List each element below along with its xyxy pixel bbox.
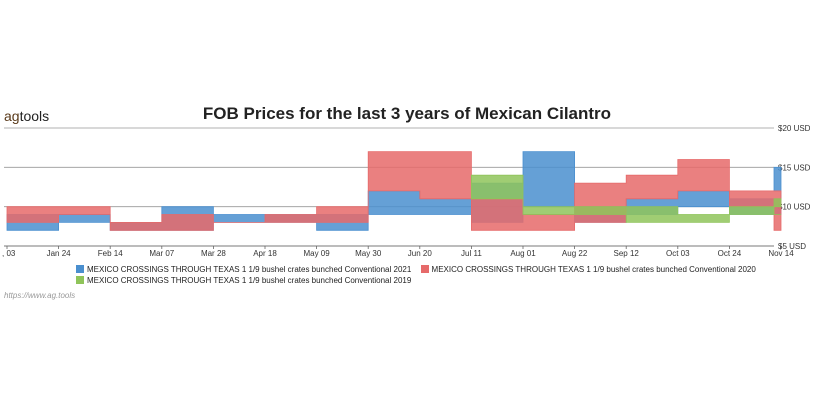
source-url[interactable]: https://www.ag.tools xyxy=(4,291,76,300)
x-tick-label: Aug 01 xyxy=(510,249,536,258)
x-tick-label: May 30 xyxy=(355,249,382,258)
x-tick-label: Mar 07 xyxy=(149,249,174,258)
chart-legend: MEXICO CROSSINGS THROUGH TEXAS 1 1/9 bus… xyxy=(76,265,776,286)
x-tick-label: Apr 18 xyxy=(253,249,277,258)
x-tick-label: Oct 03 xyxy=(666,249,690,258)
x-tick-label: Mar 28 xyxy=(201,249,226,258)
x-tick-label: Nov 14 xyxy=(768,249,794,258)
logo-ag-text: ag xyxy=(4,108,20,124)
logo-tools-text: tools xyxy=(19,108,50,124)
x-tick-label: Jul 11 xyxy=(461,249,482,258)
legend-swatch-2019 xyxy=(76,275,84,284)
x-tick-label: Jun 20 xyxy=(408,249,433,258)
y-tick-label: $5 USD xyxy=(778,242,806,251)
legend-item-2021[interactable]: MEXICO CROSSINGS THROUGH TEXAS 1 1/9 bus… xyxy=(76,265,411,276)
legend-label-2021: MEXICO CROSSINGS THROUGH TEXAS 1 1/9 bus… xyxy=(87,265,412,274)
x-tick-label: Feb 14 xyxy=(98,249,123,258)
y-tick-label: $20 USD xyxy=(778,124,811,133)
x-tick-label: Oct 24 xyxy=(718,249,742,258)
x-tick-label: Sep 12 xyxy=(614,249,640,258)
x-tick-label: May 09 xyxy=(303,249,330,258)
x-tick-label: Aug 22 xyxy=(562,249,588,258)
legend-label-2020: MEXICO CROSSINGS THROUGH TEXAS 1 1/9 bus… xyxy=(431,265,756,274)
x-tick-label: Jan 24 xyxy=(47,249,72,258)
chart-title: FOB Prices for the last 3 years of Mexic… xyxy=(202,104,612,123)
range-area-2[interactable] xyxy=(470,174,782,223)
legend-item-2020[interactable]: MEXICO CROSSINGS THROUGH TEXAS 1 1/9 bus… xyxy=(420,265,756,276)
y-tick-label: $10 USD xyxy=(778,203,811,212)
y-tick-label: $15 USD xyxy=(778,163,811,172)
agtools-logo[interactable]: agtools xyxy=(4,108,49,124)
legend-swatch-2021 xyxy=(76,265,84,273)
series-2 xyxy=(470,174,782,223)
legend-swatch-2020 xyxy=(420,265,429,273)
x-tick-label: , 03 xyxy=(2,249,16,258)
legend-label-2019: MEXICO CROSSINGS THROUGH TEXAS 1 1/9 bus… xyxy=(87,275,412,285)
legend-item-2019[interactable]: MEXICO CROSSINGS THROUGH TEXAS 1 1/9 bus… xyxy=(76,275,412,287)
